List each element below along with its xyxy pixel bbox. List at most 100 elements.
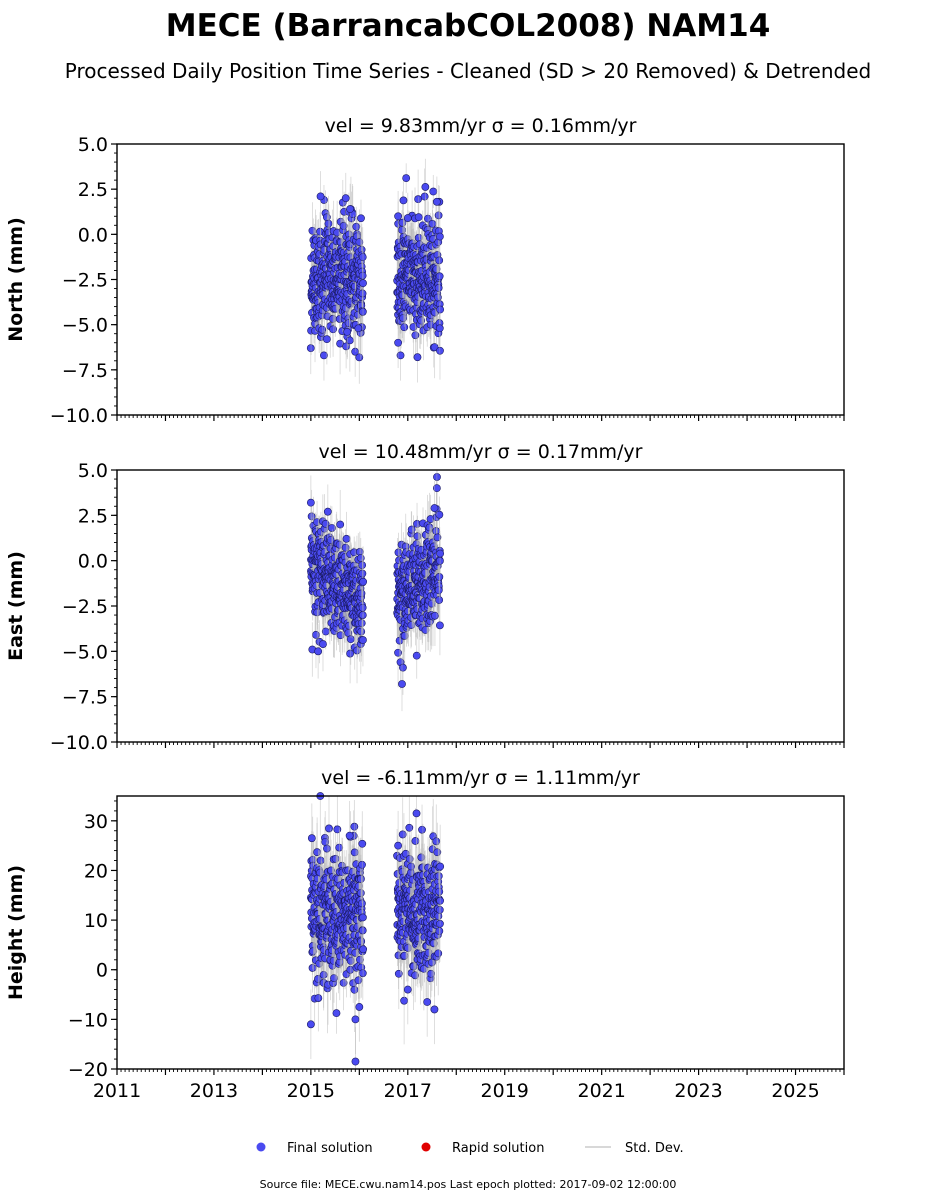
data-point (396, 351, 405, 360)
y-tick-label: 2.5 (78, 179, 108, 201)
x-tick-label: 2019 (481, 1080, 529, 1102)
y-tick-label: 2.5 (78, 505, 108, 527)
plot-frame (116, 143, 845, 416)
y-tick-label: 30 (84, 811, 108, 833)
data-point (323, 844, 331, 853)
plot-frame (116, 469, 845, 743)
figure-title: MECE (BarrancabCOL2008) NAM14 (166, 8, 771, 44)
data-point (322, 335, 331, 344)
x-tick-label: 2021 (577, 1080, 625, 1102)
legend: Final solution Rapid solution Std. Dev. (256, 1141, 684, 1156)
y-axis-label: Height (mm) (5, 865, 27, 1000)
data-point (434, 949, 443, 958)
legend-marker-final (256, 1142, 266, 1152)
y-tick-label: 20 (84, 860, 108, 882)
figure-subtitle: Processed Daily Position Time Series - C… (65, 59, 871, 83)
data-point (358, 839, 367, 848)
y-tick-label: 0.0 (78, 551, 108, 573)
data-point (399, 314, 407, 322)
data-point (402, 174, 411, 183)
data-point (359, 636, 367, 644)
panel-title: vel = -6.11mm/yr σ = 1.11mm/yr (321, 767, 640, 789)
panel-2: vel = -6.11mm/yr σ = 1.11mm/yr Height (mm… (5, 767, 845, 1102)
data-point (343, 327, 352, 336)
data-point (436, 862, 445, 871)
data-point (359, 945, 368, 954)
data-point (351, 347, 360, 356)
data-point (359, 577, 368, 586)
data-point (414, 195, 423, 204)
data-point (351, 1015, 360, 1024)
data-point (359, 279, 367, 288)
data-point (346, 649, 355, 658)
data-point (306, 1020, 315, 1029)
y-axis-label: East (mm) (5, 551, 27, 661)
data-point (336, 520, 345, 529)
data-point (351, 1057, 360, 1066)
data-point (350, 848, 359, 857)
legend-label-final: Final solution (287, 1141, 373, 1156)
data-point (430, 504, 439, 512)
y-tick-label: −10 (68, 1009, 108, 1031)
panel-title: vel = 10.48mm/yr σ = 0.17mm/yr (319, 441, 643, 463)
data-point (432, 197, 441, 206)
y-tick-label: 0 (96, 960, 108, 982)
data-point (428, 219, 437, 228)
data-point (350, 985, 359, 994)
legend-marker-rapid (421, 1142, 431, 1152)
data-point (399, 663, 407, 672)
data-point (436, 549, 445, 558)
data-point (418, 825, 426, 834)
data-point (417, 853, 426, 862)
data-point (307, 834, 316, 843)
data-point (323, 507, 332, 516)
data-point (355, 353, 364, 362)
data-point (394, 338, 403, 347)
data-point (412, 809, 421, 818)
data-layer (306, 158, 445, 384)
data-point (405, 823, 414, 832)
x-tick-label: 2025 (771, 1080, 819, 1102)
data-point (357, 214, 365, 223)
data-point (325, 824, 333, 833)
y-tick-label: −5.0 (62, 315, 108, 337)
data-point (341, 194, 350, 203)
y-tick-label: 5.0 (78, 460, 108, 482)
data-point (435, 324, 444, 333)
y-tick-label: 0.0 (78, 224, 108, 246)
data-point (354, 324, 363, 333)
data-point (356, 875, 365, 883)
y-tick-label: −10.0 (50, 732, 108, 754)
data-point (398, 680, 406, 688)
y-tick-label: 5.0 (78, 134, 108, 156)
source-footer: Source file: MECE.cwu.nam14.pos Last epo… (260, 1178, 677, 1191)
data-point (423, 998, 432, 1006)
legend-label-rapid: Rapid solution (452, 1141, 544, 1156)
data-point (352, 222, 361, 231)
panel-0: vel = 9.83mm/yr σ = 0.16mm/yr North (mm) −… (5, 115, 845, 427)
data-point (394, 212, 403, 221)
data-point (332, 1009, 341, 1018)
y-axis-label: North (mm) (5, 217, 27, 342)
data-point (313, 848, 322, 857)
data-point (435, 256, 444, 265)
data-point (357, 627, 366, 636)
y-tick-label: −7.5 (62, 360, 108, 382)
data-point (430, 1005, 439, 1014)
x-tick-label: 2017 (384, 1080, 432, 1102)
data-point (306, 498, 315, 507)
y-tick-label: −2.5 (62, 270, 108, 292)
data-point (403, 214, 412, 222)
data-point (420, 192, 429, 201)
data-point (327, 524, 336, 532)
y-tick-label: −20 (68, 1059, 108, 1081)
data-point (435, 232, 444, 241)
y-tick-label: −10.0 (50, 405, 108, 427)
y-tick-label: −2.5 (62, 596, 108, 618)
panel-title: vel = 9.83mm/yr σ = 0.16mm/yr (325, 115, 637, 137)
panels: vel = 9.83mm/yr σ = 0.16mm/yr North (mm) −… (5, 115, 845, 1102)
data-point (413, 353, 422, 362)
panel-1: vel = 10.48mm/yr σ = 0.17mm/yr East (mm) −… (5, 441, 845, 754)
data-point (314, 647, 323, 656)
